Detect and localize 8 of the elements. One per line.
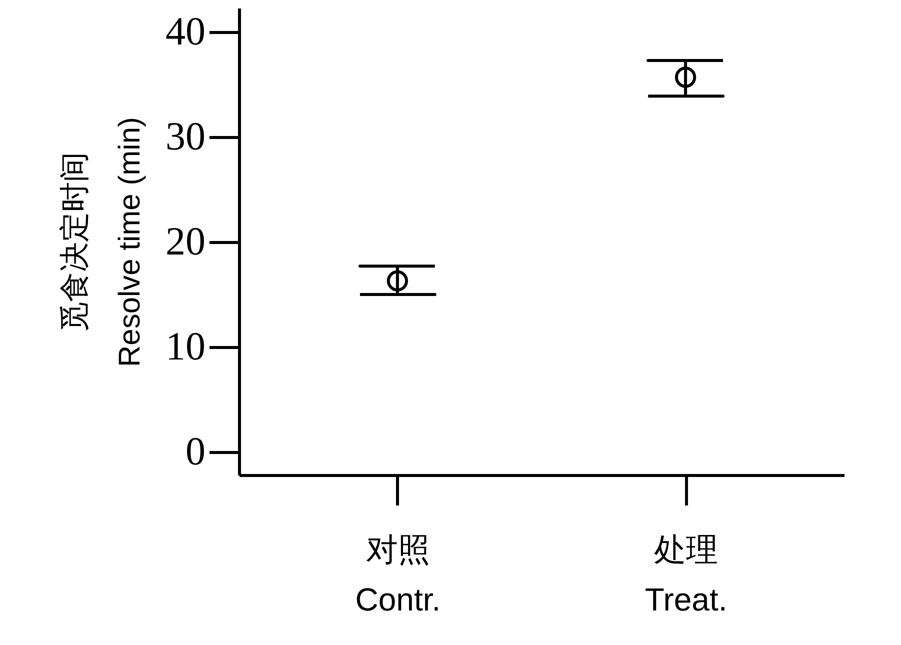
y-axis-title: 觅食决定时间 Resolve time (min)	[58, 116, 146, 368]
x-tick-label: 处理 Treat.	[644, 532, 728, 618]
y-tick-label: 0	[186, 428, 206, 474]
y-tick-label: 30	[166, 114, 206, 159]
y-tick-label: 10	[166, 323, 206, 368]
y-tick-label: 20	[166, 218, 206, 264]
y-tick-label: 40	[166, 8, 206, 54]
x-tick-label: 对照 Contr.	[355, 532, 441, 618]
